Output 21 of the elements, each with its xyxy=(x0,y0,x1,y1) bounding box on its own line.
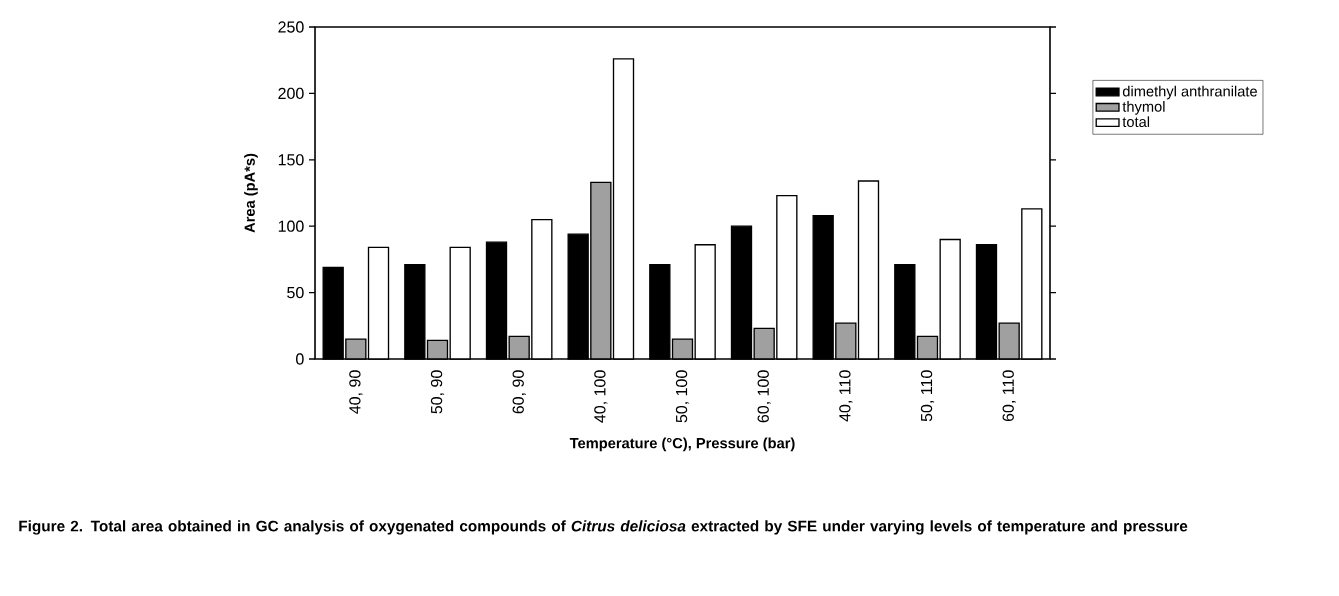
y-tick-label: 50 xyxy=(287,286,304,299)
x-axis-title: Temperature (°C), Pressure (bar) xyxy=(569,437,795,452)
legend-label: dimethyl anthranilate xyxy=(1122,85,1257,100)
y-tick-label: 100 xyxy=(278,220,304,232)
legend-label: thymol xyxy=(1122,101,1165,115)
x-tick-label: 50, 90 xyxy=(430,370,445,414)
x-tick-label: 60, 110 xyxy=(1002,370,1016,422)
legend-label: total xyxy=(1122,116,1150,128)
x-tick-label: 50, 110 xyxy=(920,370,935,422)
x-tick-label: 40, 90 xyxy=(349,370,363,414)
y-axis-title: Area (pA*s) xyxy=(244,153,258,233)
y-tick-label: 0 xyxy=(296,353,304,365)
y-tick-label: 200 xyxy=(278,87,304,100)
caption: Figure 2. Total area obtained in GC analysis of oxygenated compounds of Citrus deliciosa extracted by SFE under varying levels of temperature and pressure xyxy=(19,520,1188,535)
y-tick-label: 250 xyxy=(278,21,304,33)
x-tick-label: 50, 100 xyxy=(675,370,690,423)
x-tick-label: 40, 110 xyxy=(839,370,853,422)
y-tick-label: 150 xyxy=(278,154,304,166)
x-tick-label: 60, 90 xyxy=(512,370,526,414)
x-tick-label: 60, 100 xyxy=(757,370,771,423)
x-tick-label: 40, 100 xyxy=(594,370,608,423)
